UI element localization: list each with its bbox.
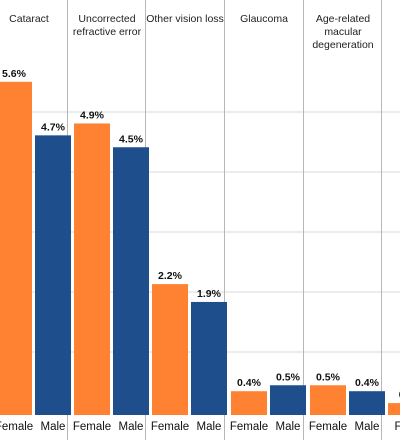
bar-value-label: 4.5% [119, 133, 144, 145]
bar-value-label: 5.6% [2, 68, 27, 80]
category-label: Male [355, 421, 380, 433]
bar-value-label: 0.2 [399, 389, 400, 401]
category-label: Female [73, 421, 111, 433]
bar-value-label: 1.9% [197, 288, 222, 300]
category-label: Fem [395, 421, 400, 433]
panel-title: degeneration [312, 39, 373, 51]
category-label: Male [41, 421, 66, 433]
category-label: Female [0, 421, 33, 433]
bar-female [388, 403, 400, 415]
bar-value-label: 0.5% [276, 371, 301, 383]
category-label: Male [276, 421, 301, 433]
bar-male [191, 301, 227, 415]
panel-title: Uncorrected [78, 13, 135, 25]
panel-title: Age-related [316, 13, 370, 25]
bar-value-label: 4.7% [41, 121, 66, 133]
panel-title: Other vision loss [146, 13, 224, 25]
panel-title: refractive error [73, 26, 142, 38]
bar-value-label: 0.4% [237, 377, 262, 389]
bar-value-label: 4.9% [80, 109, 105, 121]
bar-male [349, 391, 385, 415]
bar-value-label: 0.5% [316, 371, 341, 383]
panel-5: n0.2Fem [388, 389, 400, 433]
bar-male [270, 385, 306, 415]
panel-0: Cataract 5.6% Female 4.7% Male [0, 13, 71, 433]
panel-2: Other vision loss 2.2% Female 1.9% Male [146, 13, 227, 433]
category-label: Female [309, 421, 347, 433]
bar-female [231, 391, 267, 415]
bar-male [35, 135, 71, 415]
category-label: Female [151, 421, 189, 433]
category-label: Female [230, 421, 268, 433]
panel-title: Cataract [9, 13, 49, 25]
bar-female [152, 284, 188, 415]
category-label: Male [197, 421, 222, 433]
panel-title: macular [324, 26, 362, 38]
bar-male [113, 147, 149, 415]
bar-female [74, 123, 110, 415]
bar-female [310, 385, 346, 415]
bar-value-label: 0.4% [355, 377, 380, 389]
bar-female [0, 81, 32, 416]
category-label: Male [119, 421, 144, 433]
panel-title: Glaucoma [240, 13, 288, 25]
bar-value-label: 2.2% [158, 270, 183, 282]
panel-3: Glaucoma 0.4% Female 0.5% Male [230, 13, 306, 433]
